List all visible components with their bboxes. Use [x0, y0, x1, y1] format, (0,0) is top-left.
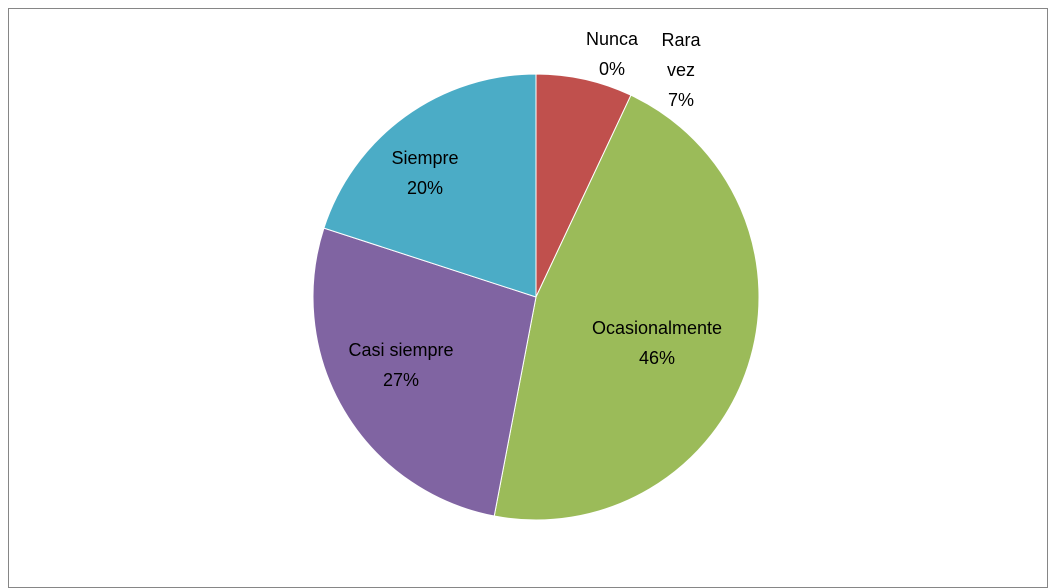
pie-slice — [323, 73, 537, 298]
data-label: Nunca 0% — [586, 24, 638, 84]
category-label: Rara vez — [661, 30, 701, 80]
value-label: 0% — [598, 59, 625, 79]
category-label: Casi siempre — [348, 340, 454, 360]
category-label: Ocasionalmente — [591, 318, 723, 338]
data-label: Ocasionalmente 46% — [592, 313, 722, 373]
value-label: 7% — [667, 90, 694, 110]
data-label: Casi siempre 27% — [348, 335, 453, 395]
category-label: Siempre — [391, 148, 459, 168]
category-label: Nunca — [585, 29, 639, 49]
value-label: 46% — [638, 348, 676, 368]
pie-slice — [493, 94, 760, 521]
pie-slice — [312, 227, 537, 517]
data-label: Siempre 20% — [391, 143, 458, 203]
data-label: Rara vez 7% — [661, 25, 701, 115]
value-label: 27% — [382, 370, 420, 390]
value-label: 20% — [406, 178, 444, 198]
